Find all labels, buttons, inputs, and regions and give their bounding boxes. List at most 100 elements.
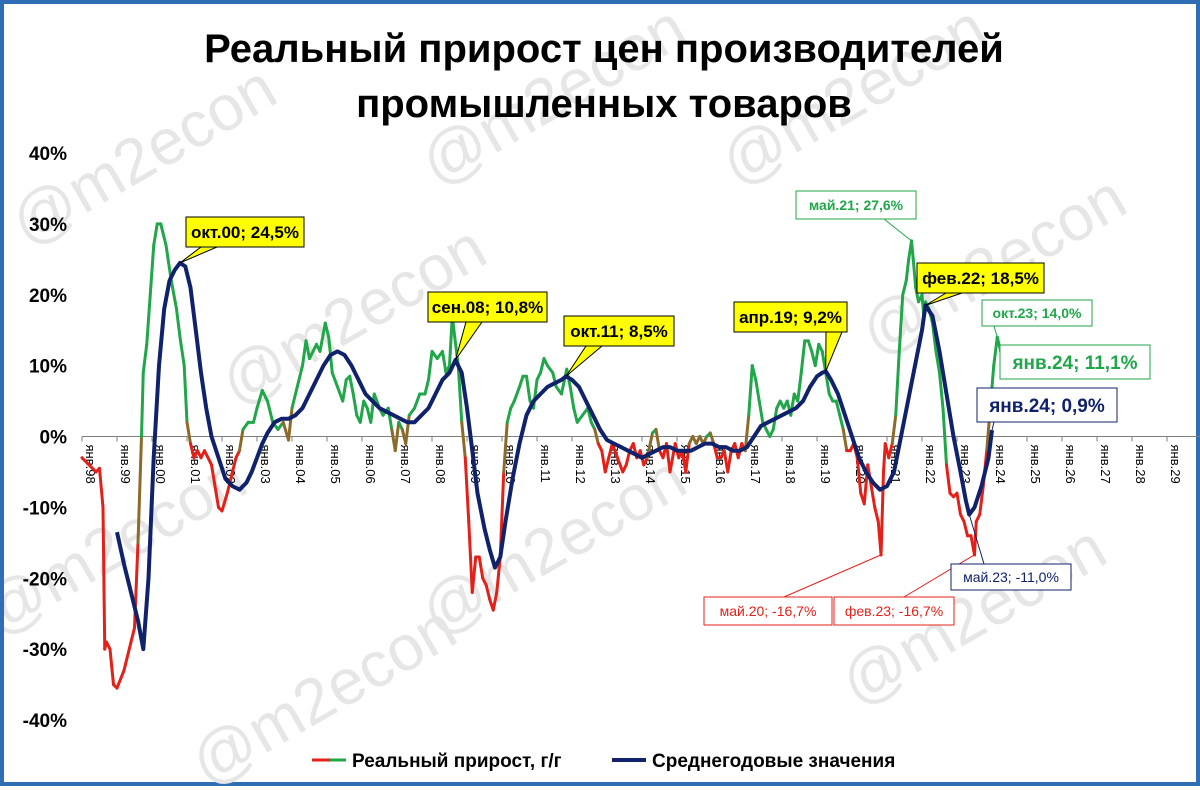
growth-segment [813, 342, 821, 368]
callout-box-9 [703, 596, 833, 626]
growth-segment [318, 321, 327, 353]
growth-segment [941, 406, 948, 467]
growth-segment [910, 239, 915, 261]
growth-segment [87, 463, 98, 474]
growth-segment [901, 279, 908, 297]
growth-segment [491, 590, 499, 612]
x-tick-label-19: янв.17 [748, 445, 763, 484]
growth-segment [992, 335, 999, 368]
growth-segment [108, 647, 115, 687]
growth-segment [757, 399, 765, 424]
x-tick-label-31: янв.29 [1168, 445, 1183, 484]
x-tick-label-30: янв.28 [1133, 445, 1148, 484]
growth-segment [231, 456, 238, 474]
growth-segment [978, 484, 985, 516]
growth-segment [145, 293, 152, 346]
growth-segment [252, 406, 259, 424]
average-line [115, 260, 994, 652]
x-tick-label-5: янв.03 [258, 445, 273, 484]
growth-segment [140, 371, 145, 438]
chart-title-line2: промышленных товаров [356, 82, 852, 126]
callout-box-2 [563, 315, 675, 347]
growth-segment [834, 399, 842, 417]
growth-segment [495, 555, 502, 594]
growth-segment [348, 374, 355, 396]
callout-box-3 [733, 301, 848, 333]
growth-segment [238, 427, 245, 453]
growth-segment [185, 420, 192, 446]
growth-segment [467, 520, 474, 594]
growth-segment [159, 222, 168, 247]
y-tick-label-3: 10% [29, 357, 67, 378]
callout-label-11: май.23; -11,0% [963, 569, 1059, 585]
growth-segment [178, 335, 186, 368]
callout-box-10 [833, 596, 955, 626]
callout-pointer-3 [825, 331, 843, 372]
callout-box-4 [916, 262, 1045, 294]
x-tick-label-15: янв.13 [608, 445, 623, 484]
x-tick-label-2: янв.00 [153, 445, 168, 484]
growth-segment [879, 470, 885, 557]
growth-segment [122, 640, 133, 672]
x-tick-label-4: янв.02 [223, 445, 238, 484]
growth-segment [115, 668, 126, 690]
x-tick-label-20: янв.18 [783, 445, 798, 484]
legend: Реальный прирост, г/г Среднегодовые значе… [312, 751, 895, 772]
growth-segment [708, 431, 716, 446]
y-tick-label-8: -40% [23, 711, 67, 732]
x-tick-label-29: янв.27 [1098, 445, 1113, 484]
growth-segment [175, 307, 182, 339]
x-tick-label-8: янв.06 [363, 445, 378, 484]
growth-segment [512, 385, 521, 403]
growth-segment [743, 413, 751, 453]
growth-segment [152, 222, 159, 247]
x-tick-label-7: янв.05 [328, 445, 343, 484]
callout-label-2: окт.11; 8,5% [570, 322, 668, 341]
callout-label-1: сен.08; 10,8% [432, 298, 543, 317]
x-tick-label-6: янв.04 [293, 445, 308, 484]
growth-segment [684, 442, 691, 474]
growth-segment [568, 385, 576, 410]
growth-segment [897, 293, 905, 353]
growth-segment [260, 388, 269, 403]
callout-pointer-0 [179, 246, 218, 264]
growth-segment [525, 374, 532, 403]
growth-segment [890, 413, 898, 446]
x-tick-label-9: янв.07 [398, 445, 413, 484]
x-tick-label-1: янв.99 [118, 445, 133, 484]
growth-segment [838, 413, 845, 431]
growth-segment [747, 364, 754, 417]
growth-segment [255, 388, 264, 410]
x-tick-label-24: янв.22 [923, 445, 938, 484]
y-tick-label-6: -20% [23, 569, 67, 590]
growth-segment [330, 371, 339, 389]
callout-label-3: апр.19; 9,2% [739, 308, 842, 327]
growth-segment [460, 420, 467, 460]
callout-leader-10 [903, 554, 975, 598]
growth-segment [855, 456, 863, 495]
callout-leader-9 [783, 554, 882, 598]
growth-segment [423, 378, 430, 396]
growth-segment [539, 357, 546, 375]
y-tick-label-5: -10% [23, 498, 67, 519]
callout-box-11 [950, 563, 1072, 591]
callout-leader-5 [883, 218, 912, 242]
callout-leader-11 [968, 514, 985, 565]
chart-title-line1: Реальный прирост цен производителей [204, 27, 1004, 71]
growth-segment [323, 321, 331, 339]
growth-segment [369, 392, 376, 424]
growth-segment [413, 392, 422, 410]
callout-label-6: окт.23; 14,0% [993, 305, 1082, 321]
growth-segment [470, 555, 478, 594]
growth-segment [182, 364, 189, 424]
growth-segment [266, 399, 275, 424]
x-tick-label-13: янв.11 [538, 445, 553, 483]
growth-segment [141, 342, 149, 375]
growth-segment [799, 339, 807, 375]
growth-segment [945, 463, 952, 495]
x-tick-label-26: янв.24 [993, 445, 1008, 484]
growth-segment [572, 406, 579, 424]
callout-box-6 [981, 299, 1093, 327]
growth-segment [502, 420, 509, 474]
growth-segment [101, 505, 107, 651]
